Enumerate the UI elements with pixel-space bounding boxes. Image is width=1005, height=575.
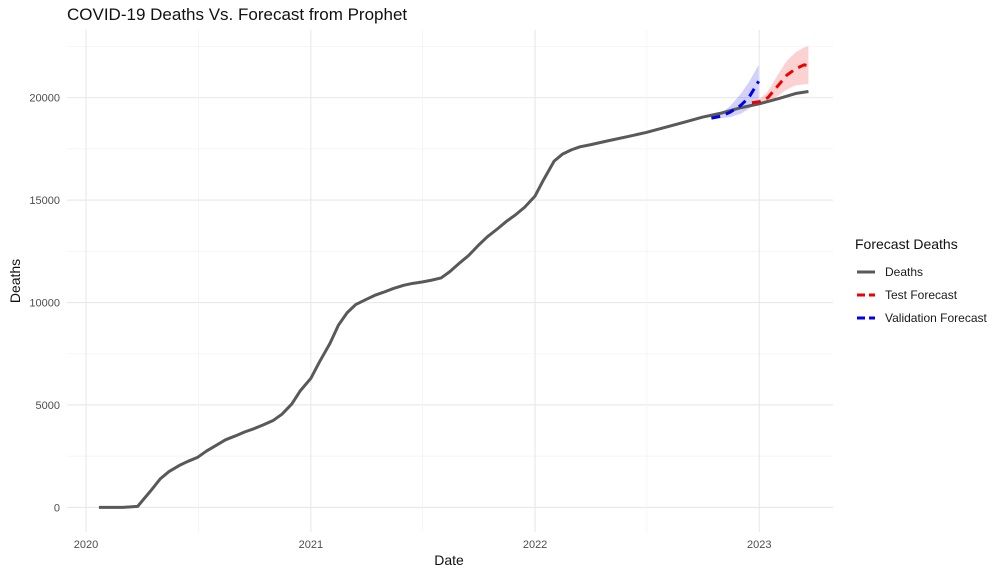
legend-key [855, 311, 877, 325]
grid-lines [67, 30, 833, 532]
x-axis-ticks: 2020 2021 2022 2023 [74, 539, 772, 551]
y-tick-label: 5000 [36, 400, 60, 412]
forecast-bands [711, 46, 809, 120]
series-line [98, 89, 809, 509]
legend-label: Validation Forecast [885, 310, 987, 325]
series-line [711, 80, 760, 120]
y-tick-label: 0 [54, 502, 60, 514]
legend-key [855, 265, 877, 279]
series-line [751, 63, 809, 105]
y-axis-ticks: 0 5000 10000 15000 20000 [29, 93, 60, 515]
x-tick-label: 2020 [74, 539, 98, 551]
x-axis-title: Date [434, 552, 464, 568]
legend-item: Test Forecast [855, 283, 987, 306]
legend-key [855, 288, 877, 302]
legend: Forecast Deaths Deaths Test Forecast Valid… [855, 236, 987, 329]
y-axis-title: Deaths [7, 259, 23, 303]
legend-item: Validation Forecast [855, 306, 987, 329]
x-tick-label: 2021 [299, 539, 323, 551]
y-tick-label: 10000 [29, 298, 60, 310]
legend-label: Deaths [885, 264, 924, 279]
chart-title: COVID-19 Deaths Vs. Forecast from Prophe… [67, 5, 408, 24]
legend-label: Test Forecast [885, 287, 958, 302]
x-tick-label: 2023 [747, 539, 771, 551]
y-tick-label: 20000 [29, 93, 60, 105]
series-lines [98, 63, 809, 509]
forecast-band [751, 46, 809, 104]
y-tick-label: 15000 [29, 195, 60, 207]
x-tick-label: 2022 [523, 539, 547, 551]
legend-items: Deaths Test Forecast Validation Forecast [855, 260, 987, 329]
legend-title: Forecast Deaths [855, 236, 958, 252]
legend-item: Deaths [855, 260, 987, 283]
